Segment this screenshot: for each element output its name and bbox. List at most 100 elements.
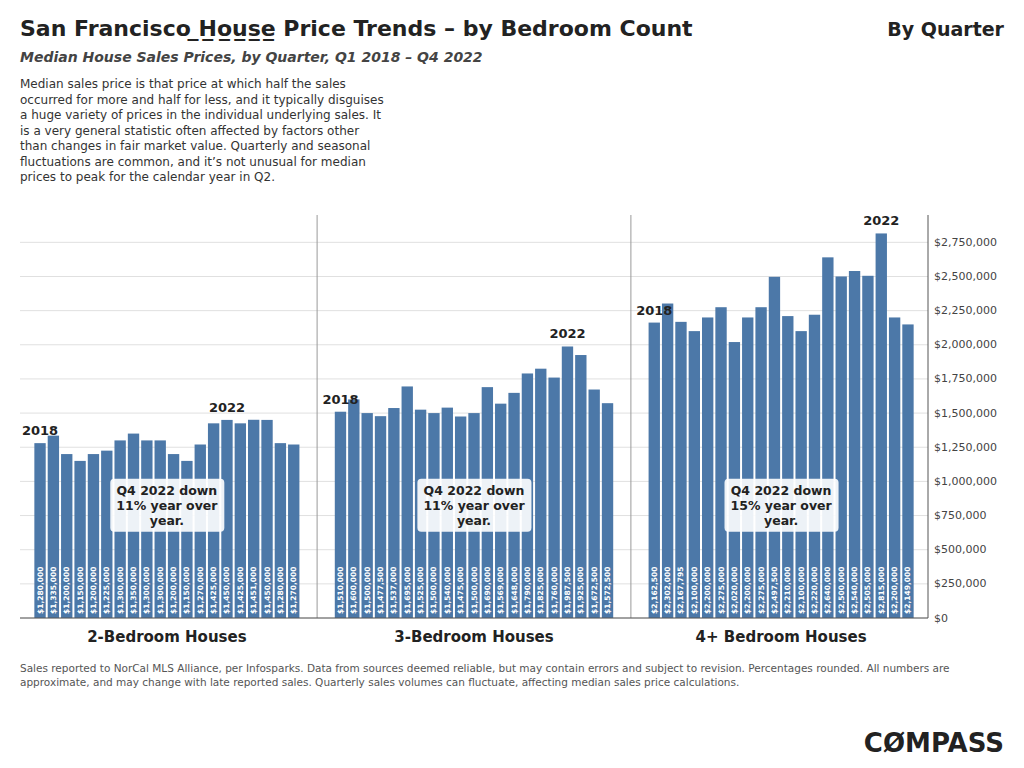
data-label: $2,220,000 <box>810 567 819 614</box>
y-tick-label: $750,000 <box>934 509 987 522</box>
annotation-line: year. <box>457 513 491 528</box>
group-annotation: Q4 2022 down15% year overyear. <box>725 479 839 532</box>
bar <box>889 317 900 618</box>
bar <box>602 403 613 618</box>
bar <box>649 323 660 618</box>
data-label: $1,987,500 <box>563 567 572 614</box>
bar <box>275 443 286 618</box>
annotation-line: Q4 2022 down <box>116 483 217 498</box>
bar <box>715 307 726 618</box>
data-label: $1,200,000 <box>89 567 98 614</box>
annotation-line: 11% year over <box>116 498 218 513</box>
bar <box>388 408 399 618</box>
bar <box>61 454 72 618</box>
description-line: than changes in fair market value. Quart… <box>20 139 370 153</box>
bar <box>88 454 99 618</box>
y-tick-label: $1,250,000 <box>934 441 997 454</box>
bar <box>168 454 179 618</box>
data-label: $1,300,000 <box>156 567 165 614</box>
bar-annotation: 2022 <box>209 400 245 415</box>
data-label: $1,300,000 <box>142 567 151 614</box>
data-label: $1,450,000 <box>263 567 272 614</box>
data-label: $2,162,500 <box>650 567 659 614</box>
data-label: $2,100,000 <box>797 567 806 614</box>
data-label: $1,540,000 <box>443 567 452 614</box>
data-label: $1,280,000 <box>276 567 285 614</box>
data-label: $1,450,000 <box>222 567 231 614</box>
bar <box>248 420 259 618</box>
data-label: $1,475,000 <box>456 567 465 614</box>
description-line: is a very general statistic often affect… <box>20 124 359 138</box>
bar <box>375 416 386 618</box>
annotation-box <box>417 479 531 532</box>
data-label: $1,270,000 <box>289 567 298 614</box>
y-tick-label: $0 <box>934 612 948 625</box>
group-label: 3-Bedroom Houses <box>394 628 554 646</box>
bars <box>34 233 913 618</box>
data-label: $2,210,000 <box>783 567 792 614</box>
data-label: $1,500,000 <box>363 567 372 614</box>
data-label: $1,425,000 <box>236 567 245 614</box>
data-label: $2,505,000 <box>863 567 872 614</box>
data-label: $1,150,000 <box>182 567 191 614</box>
bar <box>235 423 246 618</box>
bar <box>362 413 373 618</box>
bar-annotation: 2022 <box>549 326 585 341</box>
bar <box>348 399 359 618</box>
y-tick-label: $250,000 <box>934 577 987 590</box>
bar <box>402 386 413 618</box>
bar <box>876 233 887 618</box>
data-label: $1,572,500 <box>603 567 612 614</box>
bar <box>562 346 573 618</box>
data-label: $1,477,500 <box>376 567 385 614</box>
caption: By Quarter <box>887 18 1004 40</box>
bar <box>589 390 600 618</box>
bar <box>689 331 700 618</box>
data-label: $1,648,000 <box>510 567 519 614</box>
group-label: 2-Bedroom Houses <box>87 628 247 646</box>
y-tick-label: $1,750,000 <box>934 372 997 385</box>
data-label: $2,200,000 <box>703 567 712 614</box>
data-label: $1,200,000 <box>62 567 71 614</box>
y-tick-label: $1,000,000 <box>934 475 997 488</box>
data-label: $1,690,000 <box>483 567 492 614</box>
annotation-box <box>725 479 839 532</box>
data-label: $1,790,000 <box>523 567 532 614</box>
bar <box>34 443 45 618</box>
data-label: $1,695,000 <box>403 567 412 614</box>
data-label: $1,280,000 <box>36 567 45 614</box>
footnote-line: Sales reported to NorCal MLS Alliance, p… <box>20 662 950 674</box>
background <box>0 0 1024 768</box>
data-label: $1,537,000 <box>389 567 398 614</box>
bar <box>822 257 833 618</box>
bar <box>902 324 913 618</box>
data-label: $2,200,000 <box>743 567 752 614</box>
data-label: $1,225,000 <box>102 567 111 614</box>
data-label: $1,500,000 <box>429 567 438 614</box>
bar <box>288 445 299 618</box>
bar <box>782 316 793 618</box>
description: Median sales price is that price at whic… <box>20 77 384 184</box>
bar <box>48 436 59 618</box>
bar-annotation: 2018 <box>636 303 672 318</box>
data-label: $1,569,000 <box>496 567 505 614</box>
bar <box>662 304 673 618</box>
data-label: $1,525,000 <box>416 567 425 614</box>
group-annotation: Q4 2022 down11% year overyear. <box>110 479 224 532</box>
group-annotation-text: Q4 2022 down11% year overyear. <box>116 483 218 528</box>
footnote-line: approximate, and may change with late re… <box>20 676 739 688</box>
data-label: $1,672,500 <box>590 567 599 614</box>
y-tick-label: $2,250,000 <box>934 304 997 317</box>
data-label: $1,925,000 <box>576 567 585 614</box>
footnote: Sales reported to NorCal MLS Alliance, p… <box>20 662 950 688</box>
bar <box>548 378 559 618</box>
logo: CØMPASS <box>864 728 1004 758</box>
grid-line <box>20 310 928 311</box>
bar <box>795 331 806 618</box>
data-label: $1,335,000 <box>49 567 58 614</box>
bar <box>675 322 686 618</box>
data-label: $2,149,000 <box>903 567 912 614</box>
description-line: a huge variety of prices in the individu… <box>20 108 381 122</box>
y-tick-label: $2,500,000 <box>934 270 997 283</box>
data-label: $2,302,000 <box>663 567 672 614</box>
